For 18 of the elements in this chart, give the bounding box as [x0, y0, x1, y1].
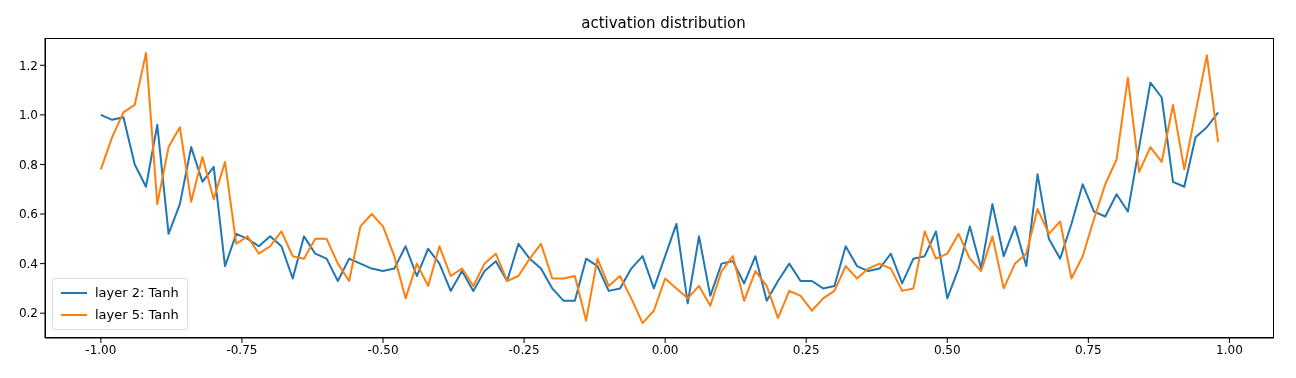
y-tick-label: 1.0 — [18, 108, 38, 123]
y-tick-label: 0.4 — [18, 256, 38, 271]
y-tick-label: 0.8 — [18, 157, 38, 172]
x-tick-label: 0.75 — [1074, 342, 1102, 357]
legend-label: layer 2: Tanh — [95, 284, 179, 302]
y-tick-label: 1.2 — [18, 58, 38, 73]
chart-title: activation distribution — [580, 14, 747, 32]
x-tick-label: -1.00 — [85, 342, 117, 357]
x-tick-label: -0.25 — [508, 342, 540, 357]
x-tick-label: -0.75 — [226, 342, 258, 357]
y-tick-label: 0.6 — [18, 207, 38, 222]
x-tick-label: -0.50 — [367, 342, 399, 357]
x-tick-label: 1.00 — [1216, 342, 1243, 357]
legend-label: layer 5: Tanh — [95, 306, 179, 324]
y-tick-label: 0.2 — [18, 306, 38, 321]
x-tick-label: 0.00 — [651, 342, 679, 357]
x-tick-label: 0.25 — [792, 342, 820, 357]
x-tick-label: 0.50 — [933, 342, 961, 357]
